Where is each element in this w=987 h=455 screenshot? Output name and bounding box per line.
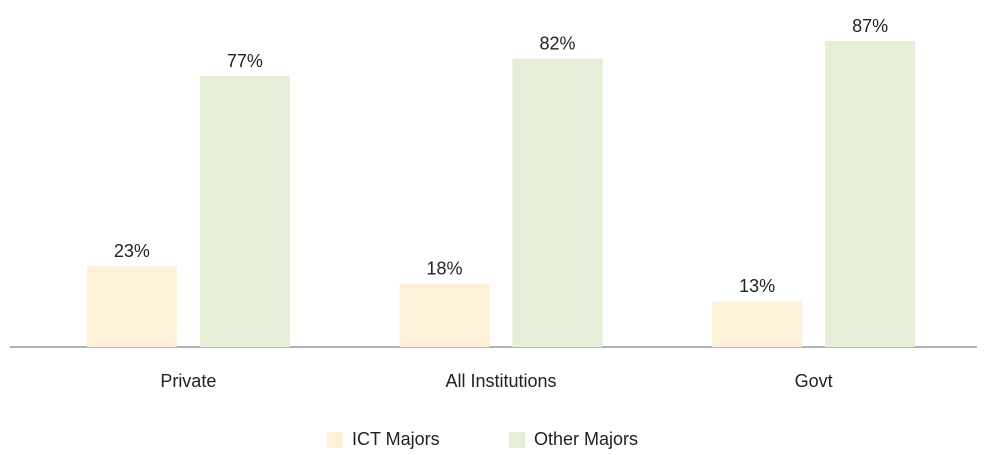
legend-label: ICT Majors [352, 429, 440, 449]
bar [199, 76, 290, 347]
legend-swatch [327, 432, 343, 448]
x-tick-label: All Institutions [445, 371, 556, 391]
legend-swatch [509, 432, 525, 448]
data-label: 87% [852, 16, 888, 36]
bar [399, 283, 490, 347]
bar [512, 58, 603, 347]
data-label: 13% [739, 276, 775, 296]
bar [712, 301, 803, 347]
x-tick-label: Private [160, 371, 216, 391]
data-label: 18% [426, 258, 462, 278]
bar [825, 41, 916, 347]
bar [86, 266, 177, 347]
legend-label: Other Majors [534, 429, 638, 449]
data-label: 23% [114, 241, 150, 261]
data-label: 77% [227, 51, 263, 71]
x-tick-label: Govt [795, 371, 833, 391]
data-label: 82% [539, 33, 575, 53]
